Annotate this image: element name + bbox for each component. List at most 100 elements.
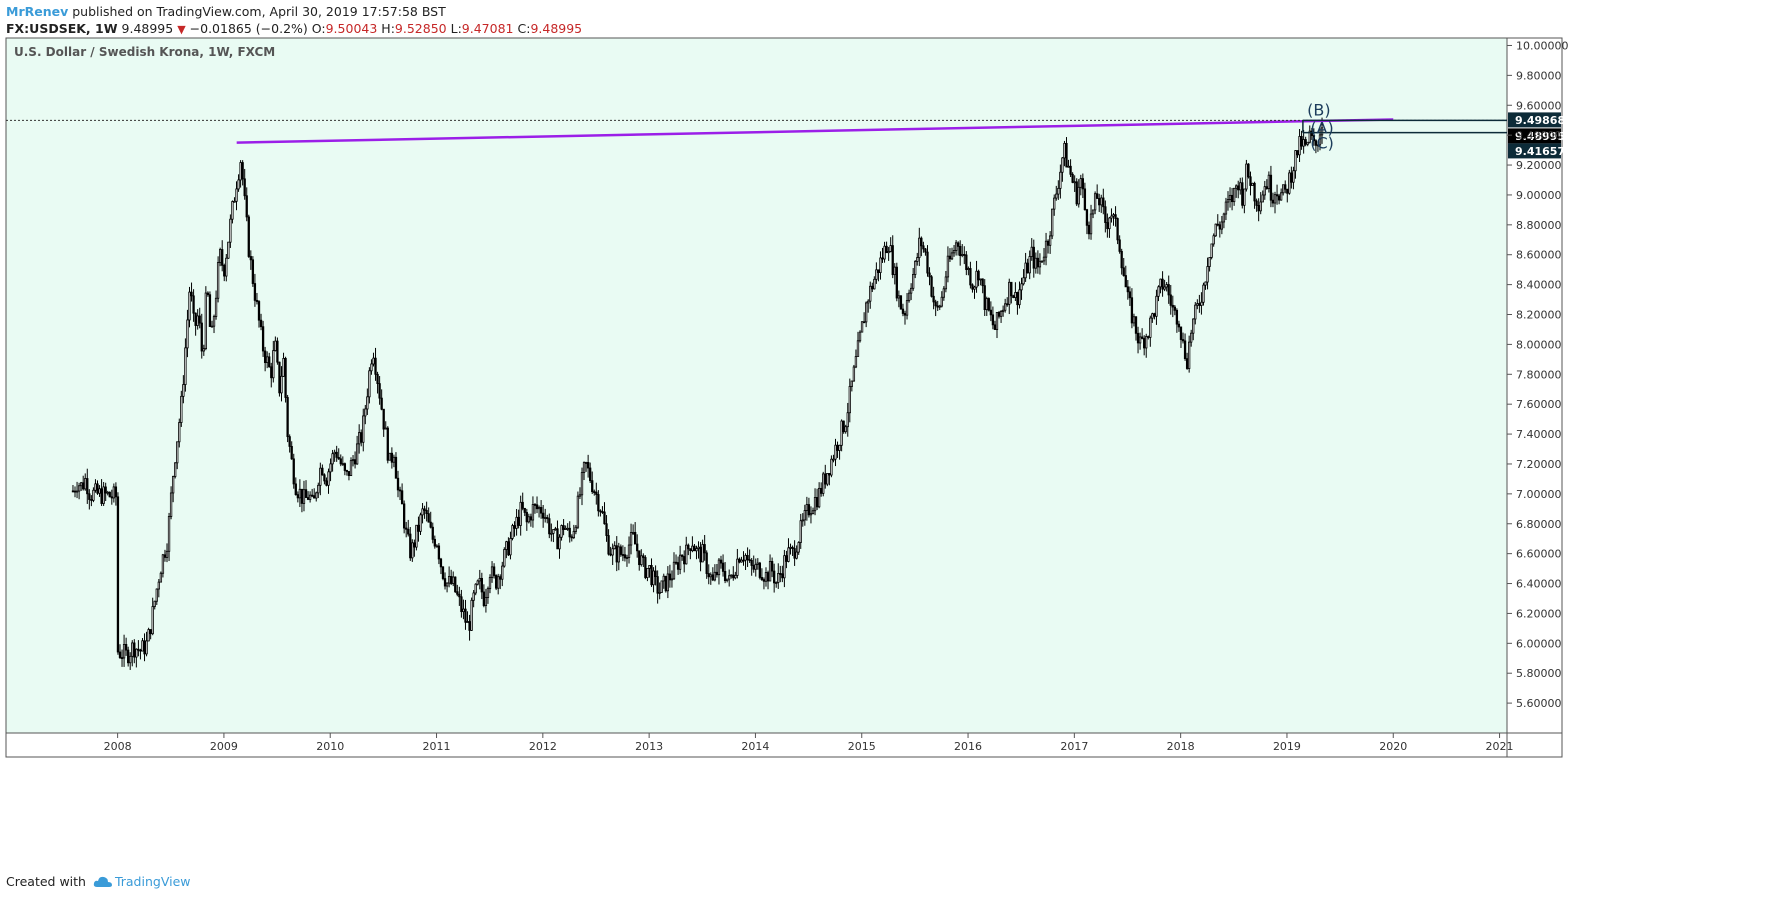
candle-body — [1265, 186, 1268, 189]
candle-body — [1016, 292, 1019, 306]
candle — [245, 187, 248, 222]
candle — [315, 491, 318, 502]
low-value: 9.47081 — [461, 21, 514, 36]
candle-body — [1032, 246, 1035, 269]
candle — [212, 314, 216, 334]
candle — [971, 283, 974, 293]
candle-body — [586, 461, 590, 469]
candle-body — [748, 559, 751, 561]
candle-body — [1026, 262, 1029, 274]
candle-body — [1124, 275, 1127, 288]
candle — [562, 519, 565, 536]
candle — [1212, 233, 1215, 247]
candle-body — [118, 651, 122, 658]
candle — [799, 513, 802, 549]
candle — [280, 366, 283, 402]
candle — [728, 569, 731, 587]
candle — [1038, 253, 1042, 275]
candle — [938, 304, 941, 311]
candle-body — [1220, 221, 1224, 230]
candle-body — [1083, 188, 1087, 211]
candle — [762, 577, 766, 590]
candle-body — [94, 483, 97, 491]
candle — [235, 181, 238, 211]
candle — [507, 537, 510, 557]
candle-body — [1118, 239, 1121, 252]
candle-body — [760, 577, 764, 580]
candle-body — [930, 276, 933, 297]
created-with-text: Created with — [6, 874, 86, 889]
candle-body — [552, 529, 555, 534]
candle — [1204, 281, 1207, 290]
candle-body — [92, 489, 95, 501]
candle-body — [1136, 332, 1140, 344]
candle-body — [1147, 336, 1150, 338]
candle — [223, 263, 226, 282]
candle-body — [509, 538, 512, 556]
candle — [499, 574, 502, 590]
author-name[interactable]: MrRenev — [6, 4, 69, 19]
candle-body — [441, 566, 445, 579]
candle-body — [1134, 316, 1138, 334]
candle — [934, 299, 937, 317]
candle — [398, 486, 402, 501]
candle — [582, 461, 586, 481]
candle-body — [1173, 306, 1176, 311]
candle-body — [292, 458, 295, 485]
candle — [313, 488, 316, 499]
candle-body — [200, 322, 203, 352]
candle-body — [762, 579, 766, 582]
candle — [719, 555, 723, 569]
candle — [627, 536, 631, 564]
candle-body — [1228, 194, 1232, 200]
candle-body — [678, 554, 682, 570]
candle-body — [490, 566, 494, 578]
candle-body — [695, 548, 698, 552]
candle-body — [384, 427, 387, 430]
candle — [1001, 305, 1005, 317]
candle-body — [1208, 257, 1211, 267]
candle — [131, 640, 134, 667]
candle-body — [1198, 303, 1201, 306]
candle-body — [697, 546, 700, 549]
candle-body — [705, 552, 708, 574]
candle-body — [1169, 294, 1172, 306]
candle — [1171, 295, 1174, 318]
candle — [691, 536, 694, 553]
candle-body — [582, 462, 586, 474]
candle — [515, 508, 518, 536]
candle — [1190, 329, 1193, 347]
candle — [380, 389, 383, 411]
candle — [948, 248, 952, 263]
candle — [805, 496, 809, 521]
candle — [791, 545, 794, 557]
candle-body — [1171, 304, 1174, 308]
candle-body — [625, 557, 629, 559]
candle — [1073, 175, 1076, 192]
price-axis[interactable]: 10.00000 9.80000 9.60000 9.40000 9.20000 9.00… — [1507, 39, 1569, 710]
candle-body — [969, 268, 972, 286]
candle — [848, 378, 851, 423]
candle-body — [513, 525, 516, 529]
time-axis[interactable]: 2008 2009 2010 2011 2012 2013 2014 2015 2016 2017… — [104, 733, 1514, 753]
price-chart[interactable]: U.S. Dollar / Swedish Krona, 1W, FXCM 9.… — [0, 0, 1788, 870]
candle-body — [417, 524, 420, 532]
candle — [1055, 185, 1058, 201]
candle-body — [805, 504, 809, 511]
candle — [468, 614, 471, 641]
candle-body — [376, 373, 379, 384]
candle-body — [595, 491, 598, 495]
candle-body — [799, 520, 802, 543]
candle-body — [940, 296, 943, 307]
candle — [993, 320, 997, 330]
candle — [1069, 159, 1072, 177]
candle-body — [206, 292, 210, 296]
candle — [1263, 180, 1266, 200]
candle — [464, 599, 467, 630]
tradingview-brand[interactable]: TradingView — [114, 874, 191, 889]
candle-body — [973, 286, 976, 290]
candle — [1237, 180, 1240, 199]
candle — [1308, 125, 1311, 144]
candle-body — [1143, 338, 1146, 349]
candle — [470, 597, 473, 631]
